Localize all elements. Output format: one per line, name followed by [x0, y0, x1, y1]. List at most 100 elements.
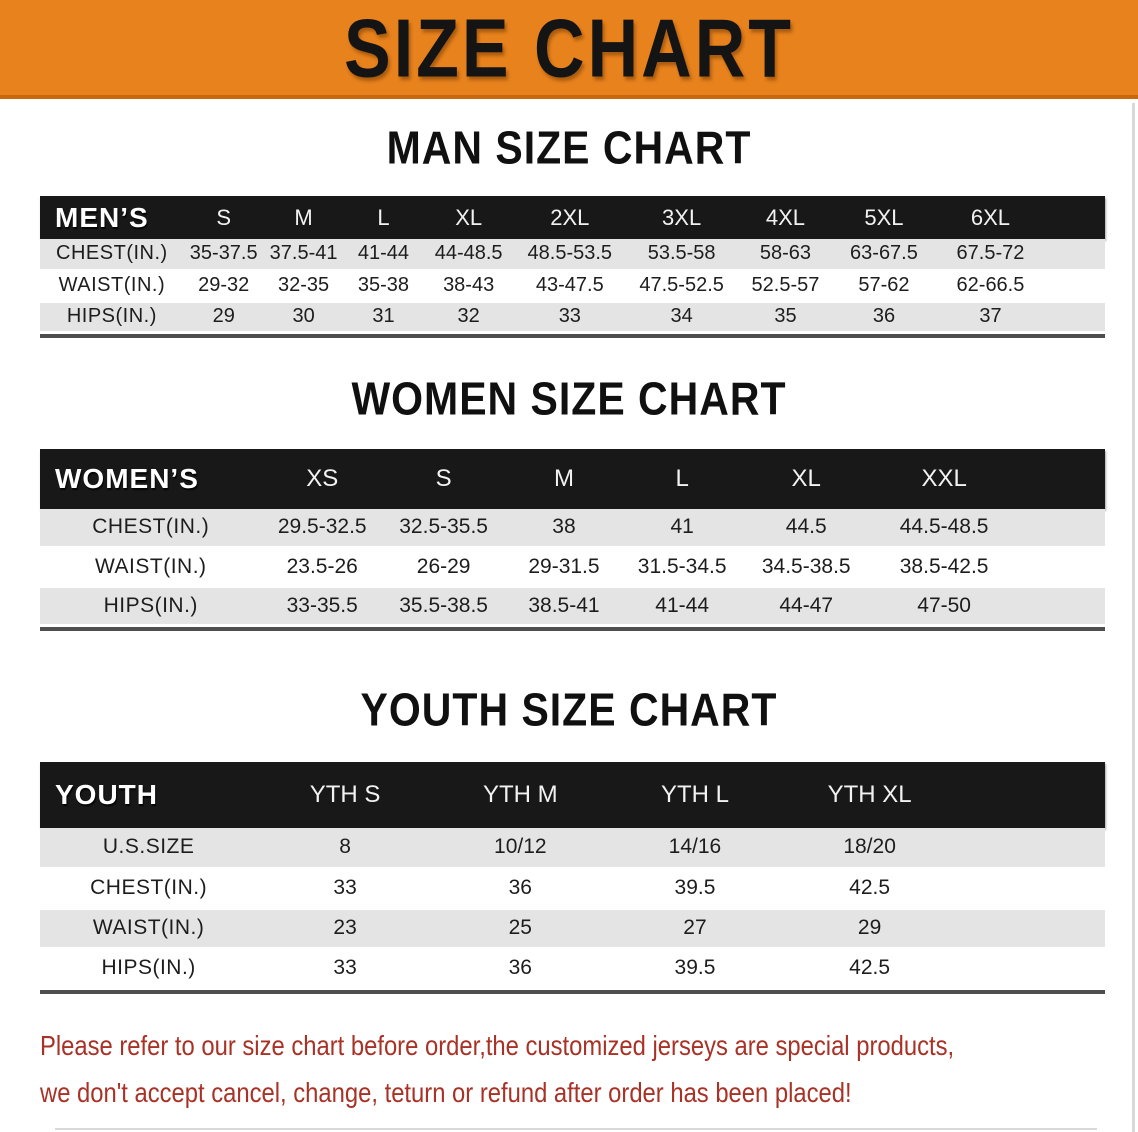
size-table-grid: WOMEN’S XS S M L XL XXL CHEST(IN.) 29.5-32.5 32.5…: [40, 448, 1105, 628]
size-column-header: S: [435, 464, 452, 492]
size-column-header: YTH L: [660, 781, 729, 808]
size-column-header: YTH S: [309, 781, 381, 808]
size-value: 14/16: [668, 835, 722, 859]
size-value: 35: [774, 305, 797, 327]
men-section-heading: MAN SIZE CHART: [0, 99, 1138, 174]
size-column-header: 3XL: [662, 204, 702, 230]
size-value: 44-47: [779, 594, 834, 617]
disclaimer-line-1: Please refer to our size chart before or…: [40, 1029, 955, 1061]
size-value: 31: [372, 305, 395, 327]
size-value: 35-38: [357, 274, 410, 296]
size-column-header: L: [377, 204, 390, 230]
size-column-header: L: [675, 464, 689, 492]
size-value: 33: [333, 876, 357, 899]
table-group-label: YOUTH: [55, 779, 158, 810]
size-value: 41: [670, 515, 694, 539]
size-table-header-row: WOMEN’S XS S M L XL XXL: [40, 448, 1105, 509]
row-filler-cell: [1017, 548, 1105, 587]
measurement-row: WAIST(IN.) 29-32 32-35 35-38 38-43 43-47.5 47.…: [40, 270, 1105, 301]
row-label: HIPS(IN.): [101, 956, 196, 979]
measurement-row: CHEST(IN.) 35-37.5 37.5-41 41-44 44-48.5 48.5…: [40, 239, 1105, 270]
row-label: WAIST(IN.): [94, 555, 207, 578]
size-column-header: XS: [306, 464, 339, 492]
size-value: 62-66.5: [956, 274, 1025, 296]
youth-size-table: YOUTH YTH S YTH M YTH L YTH XL U.S.SIZE 8 10/12…: [40, 762, 1105, 994]
row-label: HIPS(IN.): [103, 594, 198, 617]
size-value: 44.5-48.5: [899, 515, 989, 539]
size-value: 36: [872, 305, 896, 327]
size-value: 38-43: [443, 274, 495, 296]
size-value: 47.5-52.5: [639, 274, 724, 296]
header-filler-cell: [957, 762, 1105, 828]
size-value: 10/12: [494, 835, 547, 859]
size-value: 47-50: [917, 594, 971, 617]
row-filler-cell: [957, 828, 1105, 868]
size-column-header: XL: [455, 204, 483, 230]
row-label: CHEST(IN.): [56, 242, 168, 265]
size-table-header-row: YOUTH YTH S YTH M YTH L YTH XL: [40, 762, 1105, 828]
women-section-heading: WOMEN SIZE CHART: [0, 338, 1138, 425]
size-table-grid: MEN’S S M L XL 2XL 3XL 4XL 5XL 6XL CHEST(IN.) 35-37…: [40, 196, 1105, 334]
size-column-header: YTH M: [482, 781, 558, 808]
size-value: 29: [212, 305, 235, 327]
size-value: 42.5: [849, 956, 891, 979]
size-value: 18/20: [843, 835, 896, 859]
size-column-header: 5XL: [864, 204, 904, 230]
size-value: 53.5-58: [647, 242, 716, 265]
size-column-header: M: [294, 204, 313, 230]
size-value: 38.5-41: [528, 594, 600, 617]
size-value: 38: [552, 515, 576, 539]
measurement-row: HIPS(IN.) 29 30 31 32 33 34 35 36 37: [40, 301, 1105, 332]
table-group-label: MEN’S: [55, 201, 149, 233]
measurement-row: HIPS(IN.) 33 36 39.5 42.5: [40, 948, 1105, 988]
size-column-header: XXL: [921, 464, 967, 492]
page-right-edge: [1132, 103, 1135, 1132]
measurement-row: U.S.SIZE 8 10/12 14/16 18/20: [40, 828, 1105, 868]
row-label: U.S.SIZE: [102, 835, 195, 859]
row-filler-cell: [957, 908, 1105, 948]
row-filler-cell: [1017, 587, 1105, 626]
size-value: 8: [339, 835, 351, 859]
size-column-header: M: [553, 464, 574, 492]
size-column-header: XL: [791, 464, 821, 492]
size-value: 31.5-34.5: [637, 555, 727, 578]
size-value: 30: [292, 305, 315, 327]
measurement-row: WAIST(IN.) 23.5-26 26-29 29-31.5 31.5-34.5 34…: [40, 547, 1105, 587]
section-women: WOMEN SIZE CHART WOMEN’S XS S M L XL XXL CHEST(…: [0, 338, 1138, 631]
size-value: 33-35.5: [286, 594, 358, 617]
size-value: 57-62: [858, 274, 910, 296]
size-value: 38.5-42.5: [899, 555, 989, 578]
size-column-header: S: [216, 204, 232, 230]
size-value: 37.5-41: [269, 242, 338, 265]
size-value: 44-48.5: [434, 242, 503, 265]
page-title-text: SIZE CHART: [344, 1, 794, 94]
size-value: 63-67.5: [850, 242, 918, 265]
row-filler-cell: [1046, 270, 1105, 301]
measurement-row: CHEST(IN.) 29.5-32.5 32.5-35.5 38 41 44.5 44.5…: [40, 508, 1105, 548]
size-value: 23: [333, 916, 357, 939]
size-value: 37: [979, 305, 1002, 327]
size-value: 36: [508, 956, 532, 979]
section-youth: YOUTH SIZE CHART YOUTH YTH S YTH M YTH L YTH…: [0, 631, 1138, 994]
youth-section-heading-text: YOUTH SIZE CHART: [360, 684, 778, 736]
size-value: 39.5: [674, 956, 716, 979]
size-column-header: 6XL: [970, 204, 1011, 230]
disclaimer-note: Please refer to our size chart before or…: [40, 1022, 1138, 1116]
row-label: CHEST(IN.): [92, 515, 210, 539]
size-value: 29.5-32.5: [277, 515, 367, 539]
measurement-row: HIPS(IN.) 33-35.5 35.5-38.5 38.5-41 41-44 44-…: [40, 586, 1105, 626]
women-section-heading-text: WOMEN SIZE CHART: [351, 372, 787, 425]
section-men: MAN SIZE CHART MEN’S S M L XL 2XL 3XL 4XL 5XL 6XL…: [0, 99, 1138, 338]
size-value: 52.5-57: [751, 274, 820, 296]
disclaimer-line-2: we don't accept cancel, change, teturn o…: [40, 1076, 852, 1108]
size-value: 35-37.5: [189, 242, 258, 265]
banner: SIZE CHART: [0, 0, 1138, 99]
size-value: 67.5-72: [956, 242, 1025, 265]
measurement-row: WAIST(IN.) 23 25 27 29: [40, 908, 1105, 948]
size-value: 29: [857, 916, 882, 939]
size-value: 48.5-53.5: [527, 242, 613, 265]
row-label: WAIST(IN.): [58, 274, 166, 296]
page-bottom-edge: [55, 1128, 1097, 1130]
size-column-header: YTH XL: [827, 781, 912, 808]
